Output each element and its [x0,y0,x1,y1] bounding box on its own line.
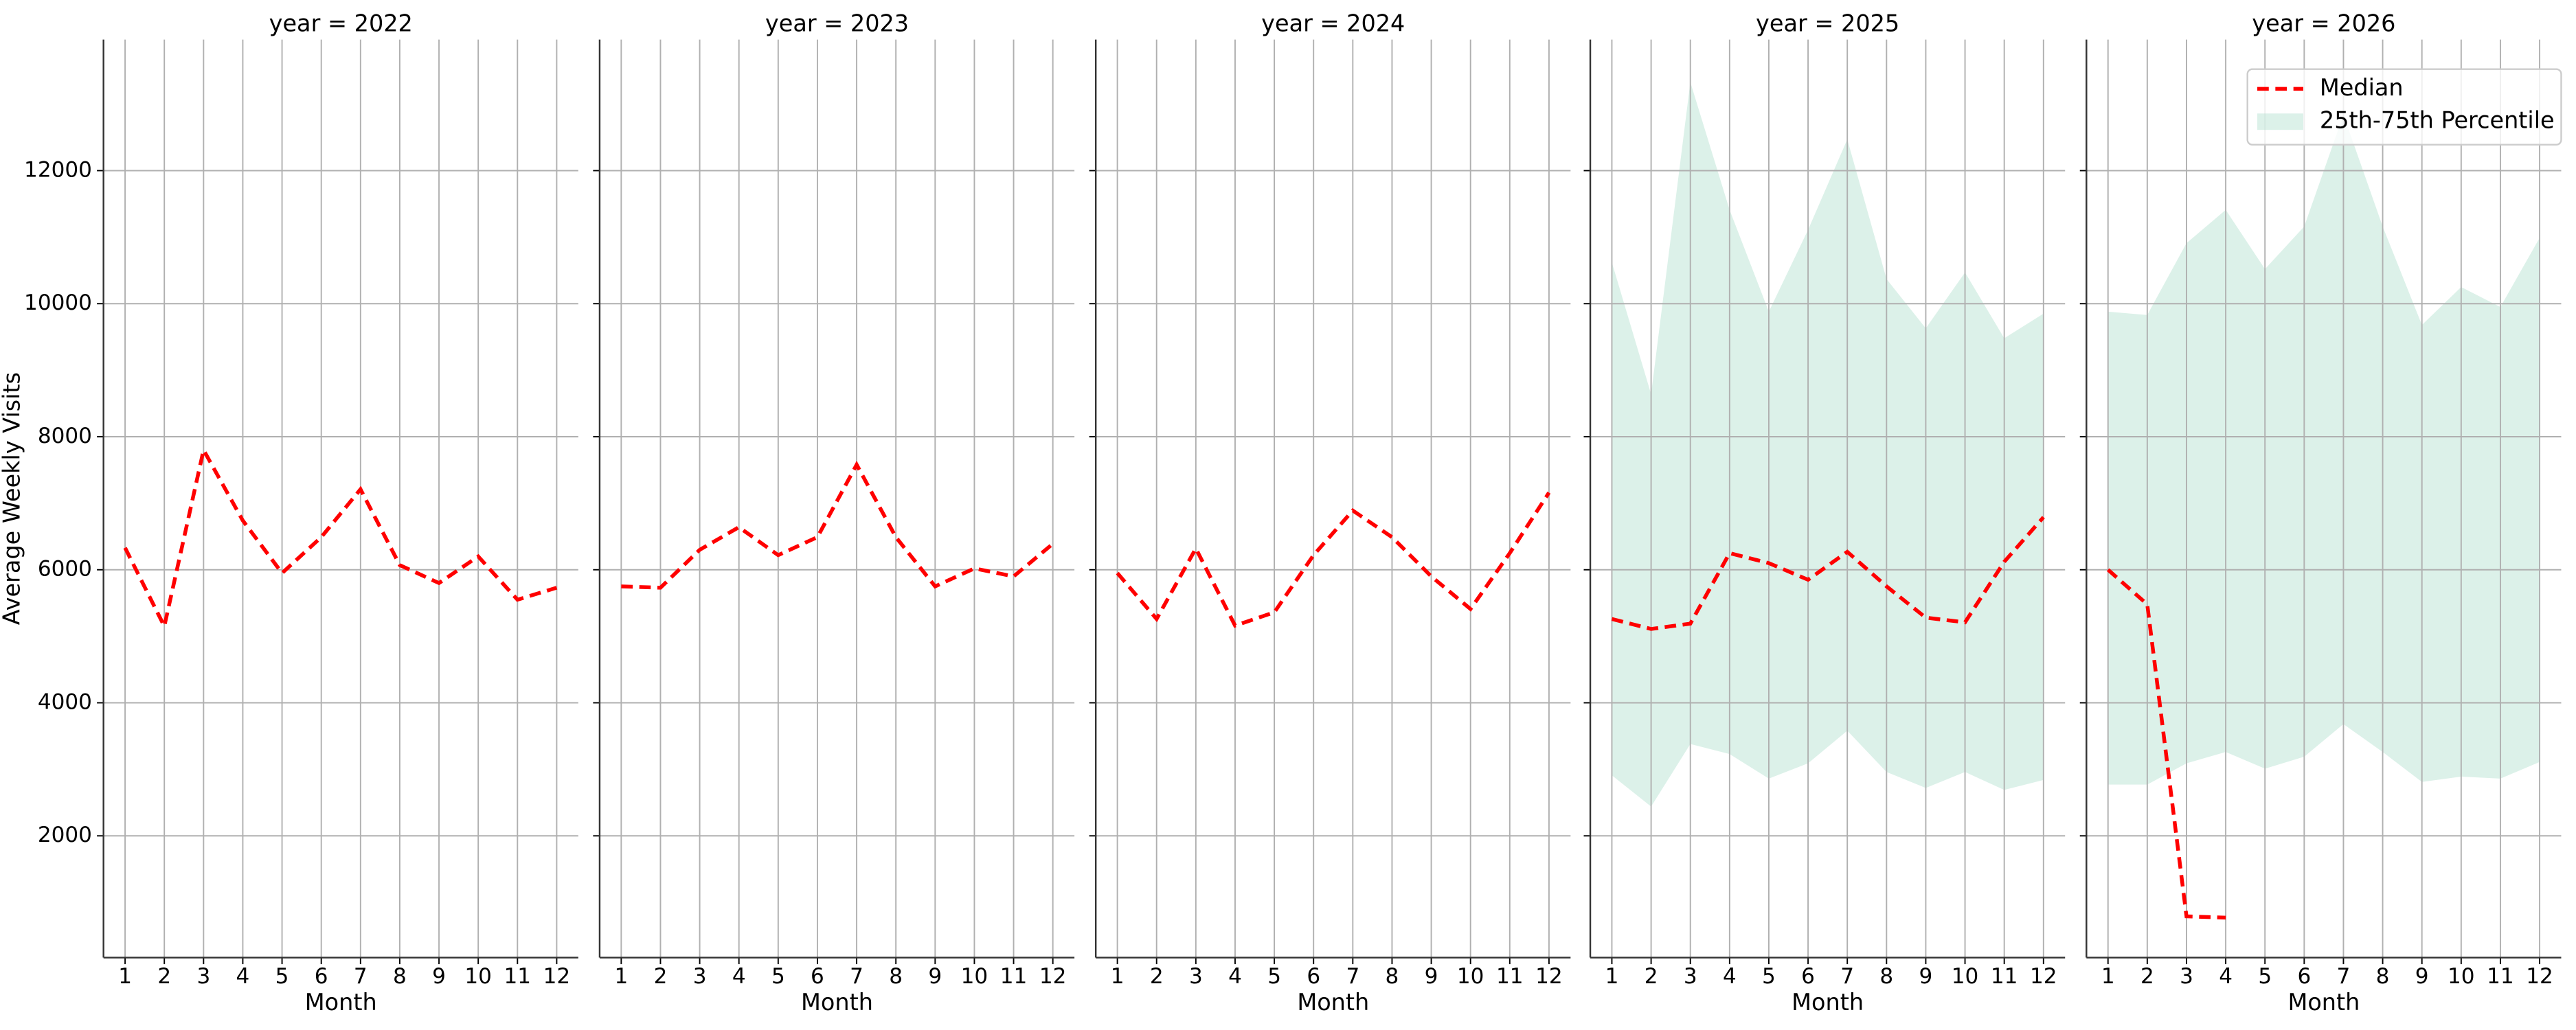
panel-title: year = 2026 [2252,10,2395,37]
x-tick-label: 7 [354,964,368,989]
x-axis-label: Month [2287,989,2360,1016]
x-tick-label: 4 [236,964,250,989]
y-tick-label: 4000 [38,689,92,714]
x-tick-label: 12 [1039,964,1067,989]
median-line [2106,568,2226,920]
x-tick-label: 9 [1919,964,1933,989]
median-line [1116,491,1551,628]
x-tick-label: 10 [1952,964,1979,989]
x-tick-label: 7 [1840,964,1854,989]
panel-title: year = 2022 [269,10,413,37]
x-tick-label: 3 [693,964,707,989]
x-tick-label: 9 [432,964,446,989]
x-tick-label: 8 [1879,964,1893,989]
x-tick-label: 5 [275,964,289,989]
x-tick-label: 1 [1111,964,1125,989]
x-tick-label: 5 [1762,964,1776,989]
x-axis-label: Month [1297,989,1369,1016]
x-tick-label: 10 [1457,964,1484,989]
y-axis-label: Average Weekly Visits [0,372,25,625]
x-tick-label: 11 [2487,964,2514,989]
x-axis-label: Month [305,989,377,1016]
x-tick-label: 9 [928,964,942,989]
x-tick-label: 7 [2337,964,2351,989]
x-tick-label: 11 [504,964,532,989]
x-tick-label: 3 [196,964,210,989]
x-tick-label: 2 [654,964,668,989]
x-tick-label: 2 [157,964,171,989]
x-tick-label: 3 [1189,964,1203,989]
legend-label: Median [2320,74,2404,101]
x-tick-label: 3 [1684,964,1697,989]
x-tick-label: 10 [464,964,492,989]
median-line [123,444,558,632]
panel-title: year = 2025 [1756,10,1899,37]
legend-label: 25th-75th Percentile [2320,107,2555,134]
x-tick-label: 1 [2101,964,2115,989]
x-tick-label: 8 [2376,964,2390,989]
x-tick-label: 6 [315,964,328,989]
x-tick-label: 1 [1605,964,1619,989]
x-tick-label: 1 [614,964,628,989]
x-tick-label: 6 [1307,964,1320,989]
x-tick-label: 8 [393,964,407,989]
y-tick-label: 6000 [38,557,92,582]
x-tick-label: 8 [889,964,903,989]
x-tick-label: 5 [771,964,785,989]
y-tick-label: 2000 [38,823,92,847]
x-tick-label: 2 [1150,964,1164,989]
x-tick-label: 7 [850,964,863,989]
legend-box [2246,68,2562,146]
x-tick-label: 7 [1346,964,1359,989]
x-tick-label: 4 [732,964,746,989]
x-tick-label: 11 [1496,964,1524,989]
x-tick-label: 2 [2140,964,2154,989]
x-tick-label: 4 [1228,964,1242,989]
y-tick-label: 8000 [38,424,92,448]
x-tick-label: 5 [1267,964,1281,989]
percentile-band [2108,115,2540,785]
percentile-band [1612,82,2044,807]
x-tick-label: 6 [811,964,824,989]
y-tick-label: 12000 [24,157,92,182]
x-tick-label: 3 [2180,964,2193,989]
x-tick-label: 11 [1000,964,1028,989]
median-line [1611,516,2045,631]
legend-swatch [2257,113,2303,130]
x-tick-label: 10 [2448,964,2475,989]
x-tick-label: 12 [2030,964,2057,989]
x-tick-label: 4 [1723,964,1737,989]
x-tick-label: 10 [961,964,988,989]
x-tick-label: 11 [1991,964,2018,989]
x-axis-label: Month [801,989,873,1016]
y-tick-label: 10000 [24,290,92,315]
x-tick-label: 12 [1535,964,1563,989]
x-tick-label: 6 [1801,964,1815,989]
x-tick-label: 9 [1425,964,1438,989]
x-tick-label: 2 [1645,964,1658,989]
x-axis-label: Month [1792,989,1864,1016]
x-tick-label: 5 [2258,964,2272,989]
median-line [621,460,1054,590]
x-tick-label: 12 [543,964,571,989]
x-tick-label: 9 [2415,964,2429,989]
x-tick-label: 4 [2219,964,2233,989]
panel-title: year = 2024 [1261,10,1405,37]
x-tick-label: 12 [2526,964,2553,989]
panel-title: year = 2023 [765,10,909,37]
x-tick-label: 6 [2297,964,2311,989]
x-tick-label: 1 [118,964,132,989]
x-tick-label: 8 [1386,964,1399,989]
